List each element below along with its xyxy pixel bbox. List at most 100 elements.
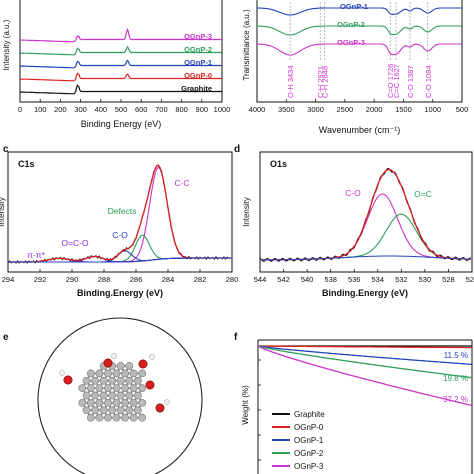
panel-b-tick-label: 4000	[249, 105, 266, 114]
panel-e-carbon-atom	[116, 406, 125, 415]
panel-d-component-line	[260, 193, 471, 261]
panel-a-ylabel: Intensity (a.u.)	[2, 19, 11, 70]
panel-f-value-label: 19.8 %	[443, 374, 468, 383]
panel-a-series-line	[20, 59, 222, 69]
panel-e-carbon-atom	[121, 413, 129, 422]
panel-e-carbon-atom	[133, 391, 142, 400]
panel-a-tick-label: 100	[34, 105, 47, 114]
panel-c-tick-label: 284	[162, 275, 175, 284]
panel-c-frame	[7, 151, 233, 273]
panel-b-legend-label: OGnP-2	[337, 20, 365, 29]
panel-e-carbon-atom	[125, 406, 134, 415]
panel-a-tick-label: 400	[95, 105, 108, 114]
panel-e-carbon-atom	[133, 376, 142, 385]
panel-d-xlabel: Binding.Energy (eV)	[322, 288, 408, 298]
panel-c-tick-label: 282	[194, 275, 207, 284]
panel-e-hydrogen-atom	[59, 370, 65, 376]
panel-e-carbon-atom	[99, 376, 108, 385]
panel-e-carbon-atom	[138, 369, 147, 378]
panel-a-tick-label: 600	[135, 105, 148, 114]
panel-e-carbon-atom	[129, 413, 138, 422]
panel-c-tick-label: 280	[226, 275, 239, 284]
panel-e-hydrogen-atom	[164, 399, 170, 405]
panel-e-carbon-atom	[112, 398, 121, 407]
panel-a-tick-label: 900	[196, 105, 209, 114]
panel-e-carbon-atom	[138, 413, 147, 422]
panel-b-tick-label: 1000	[424, 105, 441, 114]
panel-e-carbon-atom	[108, 376, 117, 385]
panel-f-series-line	[257, 345, 473, 366]
panel-c-tick-label: 294	[2, 275, 15, 284]
panel-e-oxygen-atom	[103, 358, 113, 368]
panel-f-letter: f	[234, 332, 238, 343]
panel-d-envelope-line	[260, 168, 471, 261]
panel-a-tick-label: 1000	[214, 105, 231, 114]
panel-b-xlabel: Wavenumber (cm⁻¹)	[319, 125, 400, 135]
panel-e-carbon-atom	[112, 369, 121, 378]
panel-c-letter: c	[3, 144, 9, 155]
panel-e-oxygen-atom	[138, 359, 148, 369]
panel-b-peak-label: O-H 3434	[286, 65, 295, 98]
panel-d-ylabel: Intensity	[242, 197, 251, 227]
panel-e-oxygen-atom	[155, 403, 165, 413]
panel-e-carbon-atom	[95, 384, 104, 393]
panel-c-ylabel: Intensity	[0, 197, 6, 227]
panel-a-series-line	[20, 45, 222, 56]
panel-e-carbon-atom	[104, 413, 112, 422]
panel-b-tick-label: 3500	[278, 105, 295, 114]
panel-e-carbon-atom	[129, 369, 138, 378]
panel-e-carbon-atom	[125, 376, 134, 385]
panel-a-tick-label: 800	[175, 105, 188, 114]
panel-a-tick-label: 0	[18, 105, 22, 114]
panel-f-legend-label: Graphite	[294, 410, 325, 419]
panel-e-sphere-outline	[37, 317, 203, 474]
panel-c-tick-label: 286	[130, 275, 143, 284]
panel-e-hydrogen-atom	[111, 353, 117, 359]
panel-c-tick-label: 290	[66, 275, 79, 284]
panel-e-carbon-atom	[133, 406, 142, 415]
panel-d-title: O1s	[270, 159, 287, 169]
panel-e-carbon-atom	[108, 406, 117, 415]
panel-a-series-line	[20, 84, 222, 95]
panel-e-carbon-atom	[104, 369, 112, 378]
panel-c-label-defects: Defects	[108, 206, 137, 216]
panel-d-tick-label: 526	[466, 275, 474, 284]
panel-d-label-oc: O=C	[414, 189, 432, 199]
panel-c-title: C1s	[18, 159, 35, 169]
panel-c-xlabel: Binding.Energy (eV)	[77, 288, 163, 298]
panel-f-legend-label: OGnP-2	[294, 449, 324, 458]
panel-e-letter: e	[3, 332, 9, 343]
panel-e-carbon-atom	[99, 391, 108, 400]
panel-f-series-line	[258, 345, 472, 349]
panel-d-tick-label: 540	[301, 275, 314, 284]
panel-b-legend-label: OGnP-1	[340, 2, 368, 11]
panel-a-tick-label: 200	[54, 105, 67, 114]
panel-e-carbon-atom	[95, 398, 104, 407]
panel-c-tick-label: 288	[98, 275, 111, 284]
panel-b-peak-label: C-H 2921	[316, 66, 325, 98]
panel-a-series-line	[20, 27, 222, 43]
panel-e-carbon-atom	[104, 398, 112, 407]
panel-e-carbon-atom	[125, 362, 134, 370]
panel-e-carbon-atom	[78, 384, 87, 393]
panel-a-tick-label: 500	[115, 105, 128, 114]
panel-e-carbon-atom	[108, 391, 117, 400]
panel-e-carbon-atom	[86, 384, 95, 393]
panel-a-tick-label: 700	[155, 105, 168, 114]
panel-c-label-oco: O=C-O	[61, 238, 89, 248]
panel-b-peak-label: C-H 2848	[320, 66, 329, 98]
panel-b-series-line	[257, 43, 462, 56]
panel-d-tick-label: 534	[372, 275, 385, 284]
panel-b-ylabel: Transmittance (a.u.)	[242, 9, 251, 81]
panel-c-tick-label: 292	[34, 275, 47, 284]
panel-f-value-label: 11.5 %	[444, 351, 468, 360]
panel-e-carbon-atom	[125, 391, 134, 400]
panel-e-oxygen-atom	[145, 380, 155, 390]
panel-b-tick-label: 2000	[366, 105, 383, 114]
panel-e-carbon-atom	[104, 384, 112, 393]
panel-d-tick-label: 530	[419, 275, 432, 284]
panel-e-carbon-atom	[82, 376, 91, 385]
panel-e-carbon-atom	[112, 413, 121, 422]
panel-e-carbon-atom	[116, 376, 125, 385]
